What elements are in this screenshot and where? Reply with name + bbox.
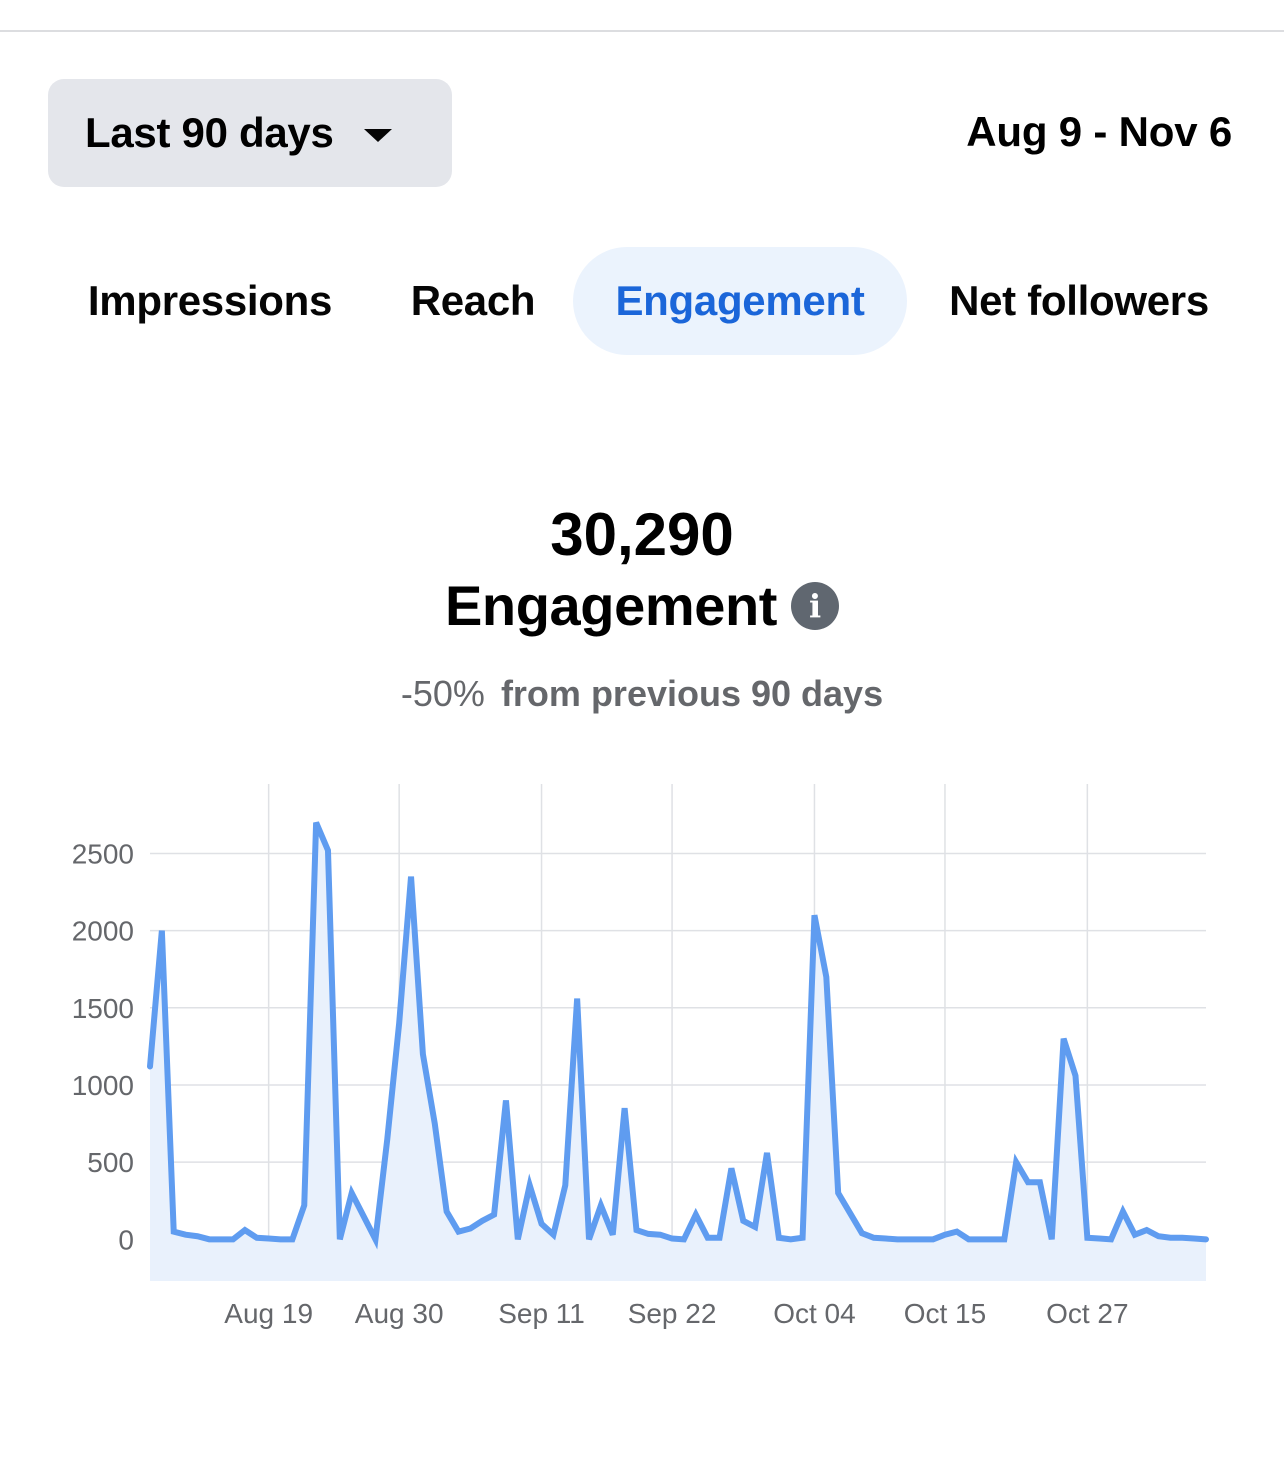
x-tick-label: Sep 11	[498, 1298, 585, 1329]
info-icon[interactable]: i	[791, 581, 840, 630]
caret-down-icon	[363, 128, 392, 142]
y-axis-ticks: 0 500 1000 1500 2000 2500	[72, 838, 134, 1255]
x-tick-label: Oct 15	[904, 1298, 986, 1329]
x-tick-label: Aug 19	[224, 1298, 313, 1329]
y-tick-label: 2000	[72, 916, 134, 947]
date-range-dropdown-label: Last 90 days	[85, 109, 334, 156]
x-tick-label: Oct 27	[1046, 1298, 1128, 1329]
y-tick-label: 500	[87, 1147, 134, 1178]
date-range-text: Aug 9 - Nov 6	[966, 108, 1232, 155]
y-tick-label: 1000	[72, 1070, 134, 1101]
tab-net-followers[interactable]: Net followers	[949, 277, 1209, 324]
date-range-dropdown[interactable]: Last 90 days	[48, 79, 452, 187]
metric-title-row: Engagement i	[0, 573, 1284, 638]
change-percent: -50%	[400, 673, 485, 714]
x-tick-label: Sep 22	[628, 1298, 717, 1329]
y-tick-label: 0	[118, 1224, 134, 1255]
tab-reach[interactable]: Reach	[410, 277, 536, 324]
y-tick-label: 1500	[72, 993, 134, 1024]
y-tick-label: 2500	[72, 838, 134, 869]
comparison-row: -50% from previous 90 days	[0, 673, 1284, 715]
tab-engagement[interactable]: Engagement	[573, 247, 907, 355]
chart-series-line	[147, 821, 1209, 1250]
metric-value: 30,290	[550, 501, 734, 568]
metric-title: Engagement	[444, 574, 778, 637]
engagement-chart: 0 500 1000 1500 2000 2500 Aug 19 Aug 30 Sep 11 S…	[72, 784, 1209, 1329]
top-divider	[0, 30, 1284, 32]
tab-impressions[interactable]: Impressions	[87, 277, 333, 324]
x-axis-ticks: Aug 19 Aug 30 Sep 11 Sep 22 Oct 04 Oct 15 Oct …	[224, 1298, 1128, 1329]
x-tick-label: Aug 30	[355, 1298, 444, 1329]
change-text: from previous 90 days	[500, 673, 884, 714]
x-tick-label: Oct 04	[773, 1298, 855, 1329]
